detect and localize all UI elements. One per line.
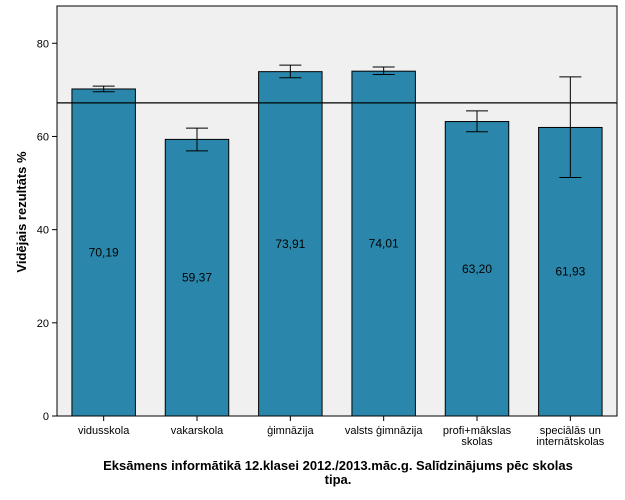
y-tick-label: 60 (37, 131, 49, 143)
chart-title-line-2: tipa. (325, 472, 352, 487)
data-label: 59,37 (182, 271, 212, 285)
plot-area: 0 20 40 60 80 vidusskola vakarskola ģimnāzija va… (37, 5, 618, 448)
x-tick-label: ģimnāzija (267, 424, 314, 437)
x-tick-label: skolas (461, 436, 493, 448)
y-tick-label: 80 (37, 38, 49, 50)
y-tick-label: 40 (37, 225, 49, 237)
plot-background (56, 5, 618, 417)
bar (164, 138, 230, 417)
y-tick-label: 0 (43, 411, 49, 423)
x-tick-label: valsts ģimnāzija (345, 424, 424, 437)
chart-title-line-1: Eksāmens informātikā 12.klasei 2012./201… (103, 458, 573, 473)
data-label: 74,01 (369, 237, 399, 251)
data-label: 61,93 (555, 265, 585, 279)
x-tick-label: speciālās un (540, 425, 601, 437)
x-tick-label: internātskolas (536, 436, 604, 448)
data-label: 73,91 (275, 237, 305, 251)
data-label: 63,20 (462, 262, 492, 276)
x-tick-label: vakarskola (171, 425, 224, 437)
y-tick-label: 20 (37, 318, 49, 330)
bar (351, 70, 416, 417)
y-axis-label: Vidējais rezultāts % (14, 151, 29, 273)
bar (71, 88, 136, 417)
x-tick-label: vidusskola (78, 425, 130, 437)
x-tick-label: profi+mākslas (443, 425, 512, 437)
bar (258, 71, 323, 417)
data-label: 70,19 (89, 245, 119, 259)
